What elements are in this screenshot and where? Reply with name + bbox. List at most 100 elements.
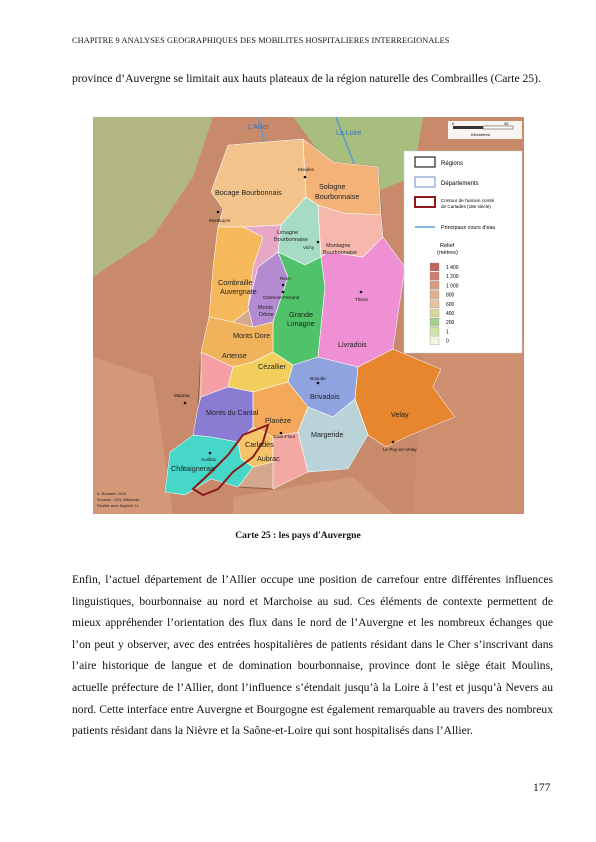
label-grande-limagne-1: Grande [289,310,313,319]
lowland-nw [93,117,213,277]
relief-se [413,337,524,514]
city-dot-saint-flour [279,431,283,435]
city-moulins: Moulins [298,167,315,172]
label-bocage: Bocage Bourbonnais [215,188,282,197]
scale-unit: Kilomètres [471,132,490,137]
legend-departements: Départements [441,181,479,187]
city-dot-aurillac [208,451,212,455]
page-number: 177 [533,781,551,794]
relief-label: 200 [446,320,455,326]
legend-carlades-2: de Carladès (18e siècle) [441,204,491,209]
label-chataigneraie: Châtaigneraie [171,464,216,473]
city-dot-brioude [316,381,320,385]
carlades-contour [191,423,270,497]
relief-swatch [429,290,440,299]
map-credits: A. Rousset, 2015 Sources : IGN, Wikipedi… [97,492,140,508]
city-labels: Moulins Montluçon Vichy Riom Clermont-Fe… [174,167,417,462]
city-montlucon: Montluçon [209,218,231,223]
scale-zero: 0 [452,121,455,126]
label-carlades: Carladès [245,440,274,449]
label-combraille-2: Auvergnate [220,287,257,296]
legend-swatch-regions [414,156,436,168]
label-montagne-b-1: Montagne [326,243,350,249]
relief-south [233,477,393,514]
label-brivadois: Brivadois [310,392,340,401]
credits-3: Réalisé avec MapInfo 11 [97,504,139,508]
label-cezallier: Cézallier [258,362,287,371]
label-artense: Artense [222,351,247,360]
relief-label: 1 [446,329,449,335]
city-mauriac: Mauriac [174,393,191,398]
city-le-puy: Le Puy-en-Velay [383,447,417,452]
auvergne-pays-map: L'Allier La Loire Bocage Bourbonnais Sol… [93,117,524,514]
map-legend: Régions Départements Contour de l'ancien… [403,150,523,354]
relief-swatch [429,299,440,308]
label-aubrac: Aubrac [257,454,280,463]
intro-paragraph: province d’Auvergne se limitait aux haut… [72,72,541,85]
relief-swatch [429,318,440,327]
body-paragraph: Enfin, l’actuel département de l’Allier … [72,573,553,738]
relief-label: 400 [446,311,455,317]
city-dot-thiers [359,290,363,294]
label-limagne-b-1: Limagne [277,230,298,236]
label-montagne-b-2: Bourbonnaise [323,250,357,256]
label-livradois: Livradois [338,340,367,349]
relief-swatch [429,327,440,336]
relief-label: 1 400 [446,265,459,271]
label-planeze: Planèze [265,416,291,425]
running-header: CHAPITRE 9 ANALYSES GEOGRAPHIQUES DES MO… [72,36,450,45]
legend-relief-title-1: Relief [440,243,455,249]
loire-river-label: La Loire [336,130,361,137]
legend-swatch-departements [414,176,436,188]
city-dot-montlucon [216,210,220,214]
city-dot-clermont [281,290,285,294]
label-monts-du-cantal: Monts du Cantal [206,408,259,417]
city-saint-flour: Saint-Flour [273,434,296,439]
scale-bar: 0 35 Kilomètres [448,121,522,139]
label-sologne-2: Bourbonnaise [315,192,359,201]
label-sologne-1: Sologne [319,182,345,191]
pays-livradois [317,236,406,368]
relief-swatch [429,281,440,290]
relief-swatch [429,262,440,272]
relief-swatch [429,272,440,281]
legend-regions: Régions [441,161,463,167]
relief-label: 600 [446,302,455,308]
city-dot-moulins [303,175,307,179]
scale-max: 35 [504,121,509,126]
credits-2: Sources : IGN, Wikipedia [97,498,140,502]
relief-label: 1 200 [446,274,459,280]
city-dot-le-puy [391,440,395,444]
relief-swatch [429,336,440,345]
label-grande-limagne-2: Limagne [287,319,315,328]
legend-rivers: Principaux cours d'eau [441,225,495,231]
credits-1: A. Rousset, 2015 [97,492,126,496]
city-dot-riom [281,283,285,287]
city-dot-mauriac [183,401,187,405]
label-monts-dore: Monts Dore [233,331,270,340]
pays-labels: Bocage Bourbonnais Sologne Bourbonnaise … [171,182,409,473]
city-vichy: Vichy [303,245,315,250]
legend-swatch-carlades [414,196,436,208]
lowland-north [293,117,423,197]
relief-sw [93,357,173,514]
allier-river-label: L'Allier [248,124,269,131]
city-clermont: Clermont-Ferrand [263,295,300,300]
pays-aubrac [272,431,309,490]
figure-caption: Carte 25 : les pays d'Auvergne [235,530,361,541]
city-riom: Riom [280,276,291,281]
label-limagne-b-2: Bourbonnaise [274,237,308,243]
legend-relief-title-2: (mètres) [437,250,458,256]
city-dot-vichy [316,240,320,244]
relief-label: 1 000 [446,283,459,289]
relief-label: 800 [446,293,455,299]
relief-label: 0 [446,339,449,345]
city-thiers: Thiers [355,297,368,302]
label-margeride: Margeride [311,430,343,439]
label-monts-dome-1: Monts [258,305,273,311]
map-figure: L'Allier La Loire Bocage Bourbonnais Sol… [93,117,524,514]
legend-carlades-1: Contour de l'ancien comté [441,198,495,203]
label-monts-dome-2: Dôme [259,312,274,318]
label-velay: Velay [391,410,409,419]
city-aurillac: Aurillac [201,457,217,462]
